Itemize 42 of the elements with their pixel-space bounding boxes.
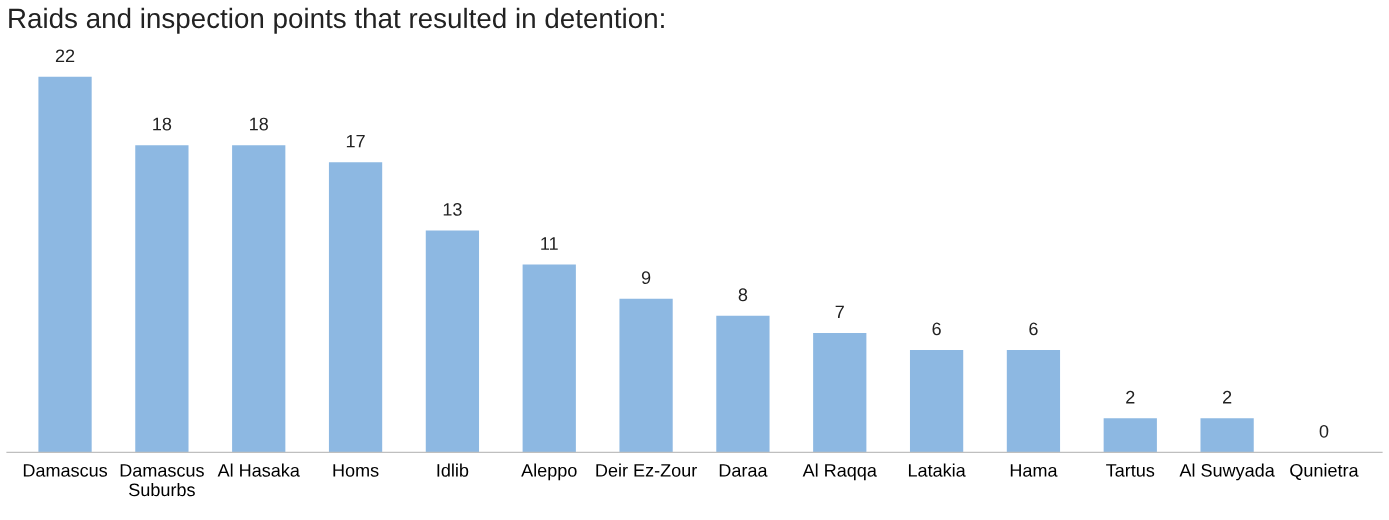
x-tick-label: Damascus — [23, 464, 108, 477]
bar — [1006, 349, 1061, 453]
data-label: 18 — [250, 117, 268, 131]
x-tick-label: Al Raqqa — [802, 463, 877, 481]
x-tick-label: Daraa — [719, 464, 768, 477]
bar — [619, 298, 673, 453]
chart-title: Raids and inspection points that resulted in detention: — [9, 7, 664, 34]
data-label: 11 — [541, 237, 558, 250]
x-tick-label: Hama — [1010, 464, 1058, 477]
x-tick-label: Al Hasaka — [217, 463, 300, 477]
data-label: 9 — [641, 271, 651, 285]
data-label: 18 — [153, 117, 172, 131]
x-tick-label: Damascus Suburbs — [120, 464, 204, 497]
x-tick-label: Al Suwyada — [1179, 463, 1275, 481]
data-label: 2 — [1223, 390, 1232, 404]
x-tick-label: Qunietra — [1290, 463, 1359, 481]
data-label: 22 — [55, 49, 75, 62]
data-label: 13 — [443, 203, 462, 216]
bar — [1200, 418, 1254, 453]
bar — [38, 76, 92, 453]
data-label: 2 — [1126, 390, 1135, 404]
x-tick-label: Idlib — [437, 463, 469, 477]
bar — [135, 145, 189, 453]
x-tick-label: Tartus — [1106, 464, 1155, 477]
data-label: 0 — [1319, 424, 1329, 438]
bar — [232, 145, 286, 453]
data-label: 7 — [835, 305, 844, 319]
bar — [522, 264, 576, 453]
bar — [1103, 418, 1157, 453]
bar — [328, 162, 383, 453]
bar — [813, 332, 867, 453]
data-label: 6 — [932, 322, 941, 336]
data-label: 17 — [346, 134, 365, 148]
bar — [425, 230, 480, 453]
x-tick-label: Deir Ez-Zour — [596, 463, 697, 477]
data-label: 8 — [738, 288, 748, 302]
x-tick-label: Latakia — [908, 463, 966, 477]
x-tick-label: Aleppo — [521, 463, 577, 481]
data-label: 6 — [1029, 322, 1038, 336]
bar — [716, 315, 770, 453]
bar — [909, 349, 964, 453]
x-tick-label: Homs — [333, 464, 379, 477]
